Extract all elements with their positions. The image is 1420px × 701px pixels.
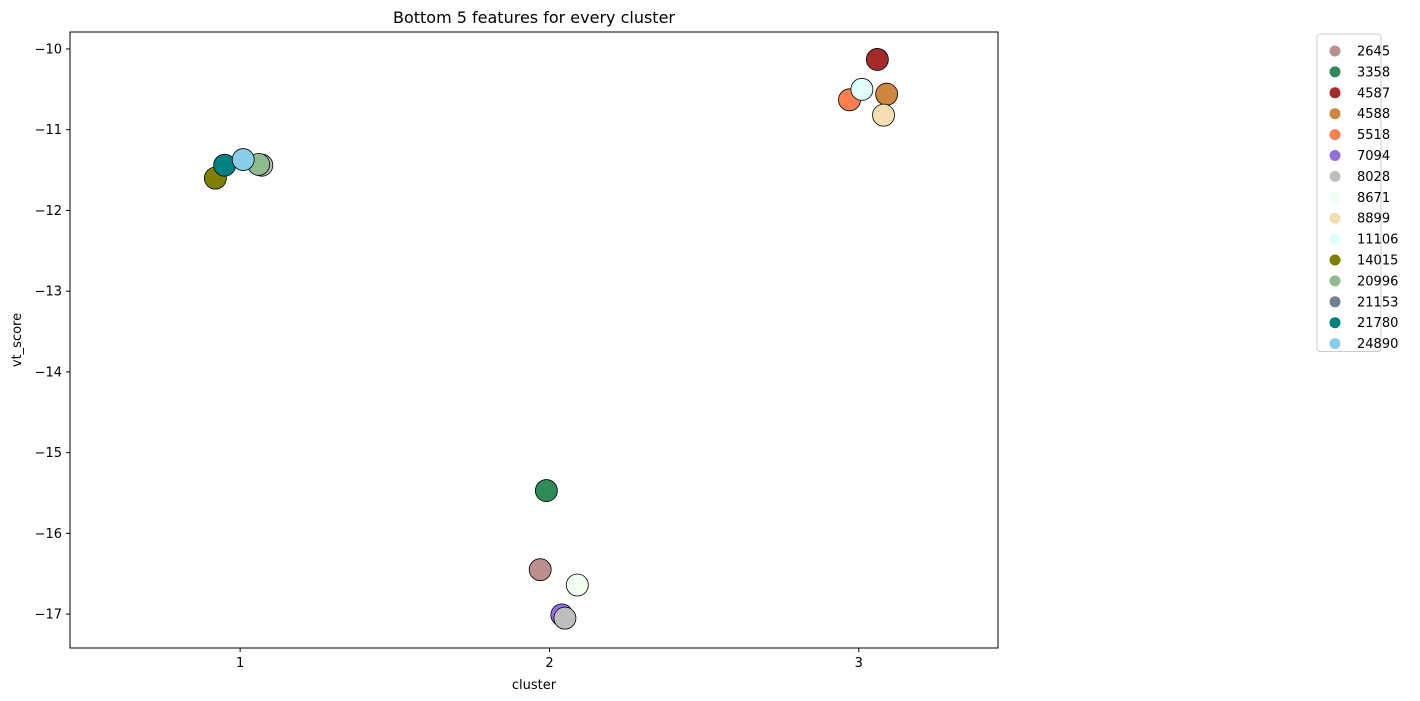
- legend-marker: [1329, 317, 1341, 329]
- legend-label: 2645: [1357, 45, 1390, 60]
- x-tick-label: 2: [545, 656, 553, 671]
- legend-label: 24890: [1357, 337, 1398, 352]
- y-tick-label: −14: [35, 365, 62, 380]
- legend-label: 11106: [1357, 233, 1398, 248]
- legend-label: 20996: [1357, 274, 1398, 289]
- legend-label: 21153: [1357, 295, 1398, 310]
- y-tick-label: −12: [35, 204, 62, 219]
- legend-marker: [1329, 275, 1341, 287]
- legend-marker: [1329, 233, 1341, 245]
- data-point-3358: [534, 479, 558, 502]
- data-point-8899: [872, 103, 895, 127]
- legend-marker: [1329, 87, 1341, 99]
- x-axis-title: cluster: [512, 678, 557, 693]
- legend-label: 5518: [1357, 128, 1390, 143]
- y-tick-label: −13: [35, 285, 62, 300]
- x-tick-label: 3: [855, 656, 863, 671]
- legend-marker: [1329, 212, 1341, 224]
- legend: 2645 3358 4587 4588 5518 7094 8028 8671 8899 1110…: [1316, 33, 1398, 352]
- legend-marker: [1329, 338, 1341, 350]
- y-tick-label: −16: [35, 527, 62, 542]
- legend-marker: [1329, 66, 1341, 78]
- y-tick-label: −10: [35, 42, 62, 57]
- data-point-2645: [528, 558, 552, 582]
- data-points: [203, 48, 899, 630]
- y-axis-title: vt_score: [10, 313, 25, 367]
- legend-marker: [1329, 108, 1341, 120]
- data-point-24890: [231, 148, 255, 171]
- x-tick-label: 1: [236, 656, 244, 671]
- legend-marker: [1329, 170, 1341, 182]
- data-point-8028: [553, 606, 577, 630]
- chart-title: Bottom 5 features for every cluster: [393, 8, 675, 27]
- legend-marker: [1329, 191, 1341, 203]
- legend-label: 4587: [1357, 86, 1390, 101]
- plot-frame: [69, 31, 999, 649]
- data-point-4588: [875, 82, 899, 106]
- legend-label: 21780: [1357, 316, 1398, 331]
- data-point-8671: [565, 573, 589, 597]
- legend-marker: [1329, 150, 1341, 161]
- legend-marker: [1329, 129, 1341, 141]
- data-point-4587: [865, 48, 889, 71]
- y-tick-label: −15: [35, 446, 62, 461]
- y-axis: −17 −16 −15 −14 −13 −12 −11 −10: [35, 42, 70, 623]
- legend-label: 4588: [1357, 107, 1390, 122]
- y-tick-label: −17: [35, 608, 62, 623]
- legend-label: 8028: [1357, 170, 1390, 185]
- data-point-11106: [850, 77, 874, 101]
- legend-marker: [1329, 45, 1341, 57]
- legend-label: 8671: [1357, 191, 1390, 206]
- legend-label: 8899: [1357, 212, 1390, 227]
- legend-marker: [1329, 254, 1341, 266]
- x-axis: 1 2 3: [236, 648, 863, 671]
- legend-label: 7094: [1357, 149, 1390, 164]
- y-tick-label: −11: [35, 123, 62, 138]
- legend-label: 14015: [1357, 254, 1398, 269]
- legend-label: 3358: [1357, 65, 1390, 80]
- plot-area: −17 −16 −15 −14 −13 −12 −11 −10 1 2 3: [35, 31, 999, 671]
- legend-marker: [1329, 296, 1341, 308]
